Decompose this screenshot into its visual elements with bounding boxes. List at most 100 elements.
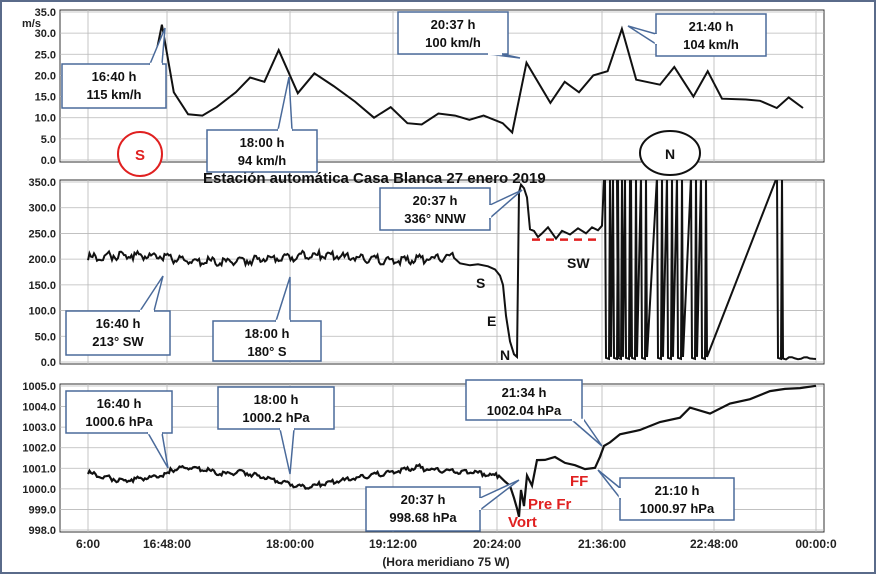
callout-pres-1640: 16:40 h 1000.6 hPa [65, 390, 173, 469]
direction-letter: E [487, 313, 496, 329]
callout-dir-1800: 18:00 h 180° S [212, 276, 322, 362]
callout-box [65, 310, 171, 356]
y-tick-label: 15.0 [35, 92, 56, 104]
callout-text: 21:10 h [655, 483, 700, 498]
pressure-event-label: Pre Fr [528, 496, 572, 513]
y-tick-label: 1001.0 [22, 463, 56, 475]
y-tick-label: 999.0 [28, 504, 56, 516]
callout-text: 1000.97 hPa [640, 501, 715, 516]
south-marker-circle [117, 131, 163, 177]
y-tick-label: 1004.0 [22, 402, 56, 414]
y-tick-label: 100.0 [28, 306, 56, 318]
callout-text: 115 km/h [87, 87, 142, 102]
callout-box [365, 486, 481, 532]
wind-speed-line [149, 24, 804, 135]
callout-text: 16:40 h [92, 69, 137, 84]
callout-box [397, 11, 509, 55]
callout-text: 1000.6 hPa [85, 414, 153, 429]
y-tick-label: 150.0 [28, 280, 56, 292]
callout-speed-1640: 16:40 h 115 km/h [61, 27, 167, 109]
callout-text: 998.68 hPa [389, 510, 457, 525]
direction-panel-title: Estación automática Casa Blanca 27 enero… [203, 170, 546, 187]
wind-direction-group [87, 180, 817, 361]
x-tick-label: 21:36:00 [578, 537, 626, 551]
callout-text: 1002.04 hPa [487, 403, 562, 418]
pressure-line [87, 384, 817, 518]
callout-text: 16:40 h [97, 396, 142, 411]
callout-text: 18:00 h [240, 135, 285, 150]
y-tick-label: 1002.0 [22, 443, 56, 455]
callout-text: 100 km/h [425, 35, 481, 50]
y-tick-label: 50.0 [35, 331, 56, 343]
callout-text: 18:00 h [245, 326, 290, 341]
pressure-event-label: Vort [508, 514, 537, 531]
callout-dir-2037: 20:37 h 336° NNW [379, 187, 523, 231]
callout-text: 20:37 h [413, 193, 458, 208]
x-tick-label: 00:00:0 [795, 537, 837, 551]
callout-pres-2037: 20:37 h 998.68 hPa [365, 479, 520, 532]
callout-text: 20:37 h [401, 492, 446, 507]
callout-box [206, 129, 318, 173]
y-tick-label: 1005.0 [22, 381, 56, 393]
callout-box [465, 379, 583, 421]
direction-letter: N [500, 347, 510, 363]
callout-speed-2037: 20:37 h 100 km/h [397, 11, 521, 59]
x-tick-label: 22:48:00 [690, 537, 738, 551]
x-tick-label: 19:12:00 [369, 537, 417, 551]
callout-text: 94 km/h [238, 153, 286, 168]
y-tick-label: 30.0 [35, 28, 56, 40]
callout-box [217, 386, 335, 430]
speed-unit-label: m/s [22, 18, 41, 30]
callout-text: 213° SW [92, 334, 144, 349]
callout-text: 18:00 h [254, 392, 299, 407]
callout-dir-1640: 16:40 h 213° SW [65, 275, 171, 356]
x-tick-label: 20:24:00 [473, 537, 521, 551]
callout-layer: 16:40 h 115 km/h 18:00 h 94 km/h 20:37 h 100 … [61, 11, 767, 532]
x-tick-label: 6:00 [76, 537, 100, 551]
overlay-layer: Estación automática Casa Blanca 27 enero… [117, 130, 701, 531]
callout-text: 1000.2 hPa [242, 410, 310, 425]
y-tick-label: 5.0 [41, 134, 56, 146]
callout-text: 20:37 h [431, 17, 476, 32]
callout-text: 180° S [247, 344, 287, 359]
y-tick-label: 0.0 [41, 357, 56, 369]
y-tick-label: 20.0 [35, 70, 56, 82]
y-tick-label: 250.0 [28, 228, 56, 240]
y-tick-label: 1003.0 [22, 422, 56, 434]
callout-box [619, 477, 735, 521]
south-marker-label: S [135, 147, 145, 164]
callout-text: 16:40 h [96, 316, 141, 331]
y-tick-label: 998.0 [28, 525, 56, 537]
callout-text: 21:40 h [689, 19, 734, 34]
callout-speed-2140: 21:40 h 104 km/h [627, 13, 767, 57]
callout-text: 104 km/h [683, 37, 739, 52]
y-tick-label: 350.0 [28, 177, 56, 189]
y-tick-label: 300.0 [28, 203, 56, 215]
y-tick-label: 10.0 [35, 113, 56, 125]
y-tick-label: 35.0 [35, 7, 56, 19]
callout-text: 336° NNW [404, 211, 466, 226]
y-tick-label: 200.0 [28, 254, 56, 266]
callout-box [65, 390, 173, 434]
callout-pres-2110: 21:10 h 1000.97 hPa [597, 469, 735, 521]
callout-box [61, 63, 167, 109]
callout-box [379, 187, 491, 231]
north-marker-label: N [665, 146, 675, 162]
callout-pres-2134: 21:34 h 1002.04 hPa [465, 379, 603, 447]
x-tick-label: 18:00:00 [266, 537, 314, 551]
callout-pres-1800: 18:00 h 1000.2 hPa [217, 386, 335, 475]
wind-direction-line [87, 180, 817, 361]
y-tick-label: 1000.0 [22, 484, 56, 496]
north-marker-circle [639, 130, 701, 176]
callout-box [212, 320, 322, 362]
callout-speed-1800: 18:00 h 94 km/h [206, 76, 318, 173]
y-tick-label: 25.0 [35, 49, 56, 61]
callout-text: 21:34 h [502, 385, 547, 400]
x-tick-label: 16:48:00 [143, 537, 191, 551]
y-tick-label: 0.0 [41, 155, 56, 167]
direction-letter: SW [567, 255, 590, 271]
x-axis-label: (Hora meridiano 75 W) [382, 555, 509, 569]
callout-box [655, 13, 767, 57]
pressure-event-label: FF [570, 473, 588, 490]
series-layer [87, 24, 817, 518]
